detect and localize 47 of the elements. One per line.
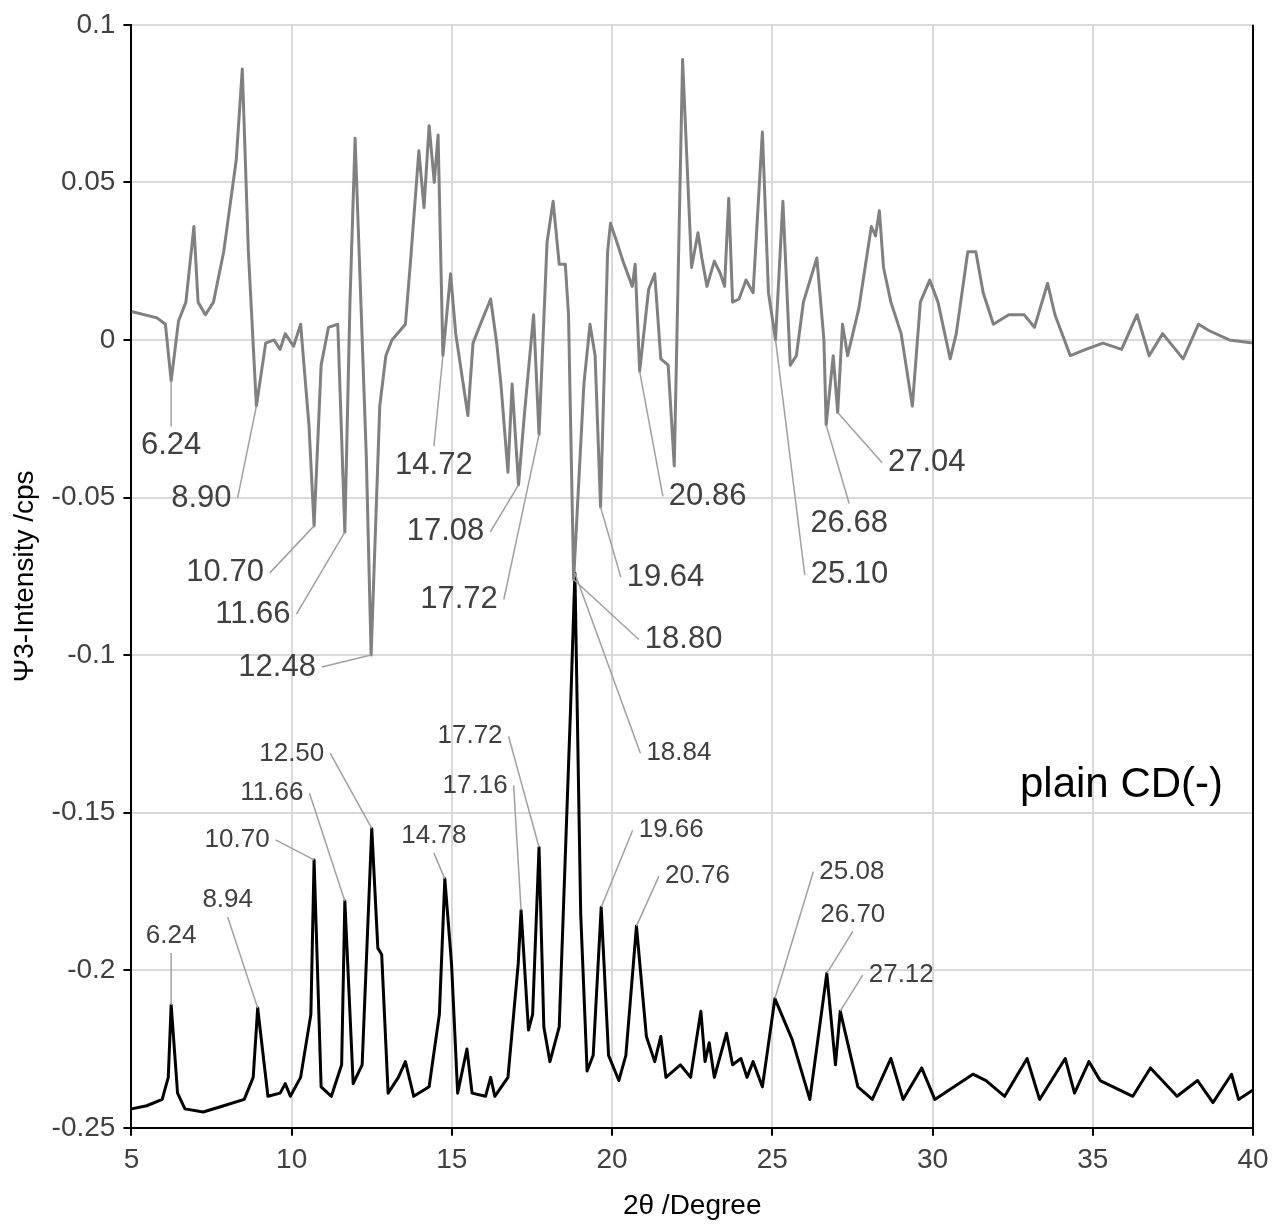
annotation: 11.66 [215, 594, 291, 630]
x-tick-label: 30 [916, 1143, 949, 1175]
annotation: 18.80 [644, 620, 723, 655]
y-tick-label: -0.25 [51, 1110, 116, 1142]
y-tick-label: 0 [99, 322, 116, 354]
y-tick-label: 0.05 [60, 165, 116, 197]
x-tick-label: 15 [436, 1143, 468, 1175]
x-tick-label: 35 [1077, 1143, 1109, 1175]
annotation: 12.48 [238, 647, 316, 683]
y-tick-label: -0.15 [51, 795, 116, 827]
annotation: 17.72 [420, 580, 498, 616]
annotation: 11.66 [240, 776, 304, 807]
annotation: 17.08 [406, 512, 485, 548]
annotation: 10.70 [186, 553, 264, 589]
annotation: 20.76 [664, 859, 730, 890]
annotation: 25.10 [810, 555, 889, 591]
y-tick-label: -0.2 [67, 952, 116, 984]
y-tick-label: -0.1 [67, 637, 116, 669]
annotation: 10.70 [204, 823, 270, 854]
annotation: 27.12 [868, 958, 934, 989]
x-tick-label: 25 [756, 1143, 788, 1175]
annotation: 6.24 [145, 919, 197, 950]
annotation: 19.64 [626, 557, 705, 593]
x-tick-label: 20 [596, 1143, 628, 1175]
x-tick-label: 10 [276, 1143, 308, 1175]
annotation: 8.90 [171, 478, 232, 514]
x-tick-label: 5 [123, 1143, 140, 1175]
y-axis-title: Ψ3-Intensity /cps [7, 470, 39, 683]
annotation: 25.08 [819, 854, 885, 885]
annotation: 17.16 [442, 768, 508, 799]
annotation: 19.66 [638, 813, 704, 844]
annotation: 6.24 [140, 426, 202, 462]
annotation: 26.68 [810, 503, 888, 539]
annotation: 8.94 [202, 883, 253, 914]
y-tick-label: -0.05 [51, 480, 116, 512]
y-tick-label: 0.1 [76, 7, 116, 39]
annotation: 18.84 [646, 736, 712, 767]
x-tick-label: 40 [1237, 1143, 1269, 1175]
annotation: 14.78 [401, 819, 467, 850]
annotation: 12.50 [259, 736, 325, 767]
annotation: 14.72 [395, 446, 473, 482]
annotation: 27.04 [887, 442, 966, 478]
annotation: 26.70 [820, 897, 886, 928]
annotation: plain CD(-) [1019, 759, 1223, 807]
x-axis-title: 2θ /Degree [622, 1188, 762, 1220]
annotation: 17.72 [437, 719, 503, 750]
annotation: 20.86 [668, 477, 747, 512]
